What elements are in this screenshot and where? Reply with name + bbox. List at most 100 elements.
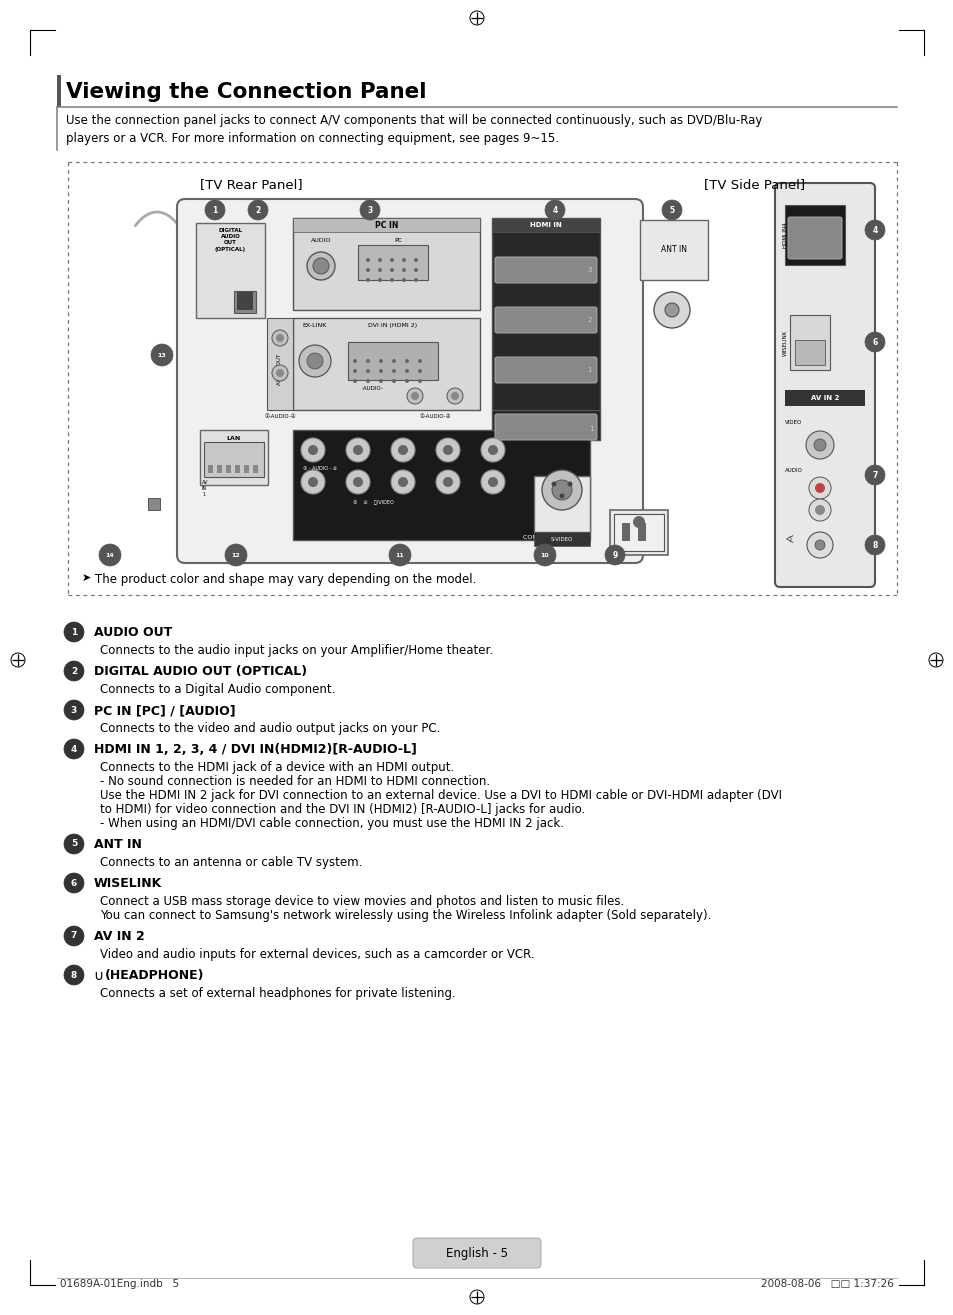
Circle shape (633, 515, 644, 529)
Text: PC: PC (394, 238, 401, 243)
Text: AV
IN
1: AV IN 1 (202, 480, 209, 497)
Text: 7: 7 (871, 471, 877, 480)
Circle shape (64, 661, 84, 681)
Circle shape (353, 379, 356, 383)
Bar (293, 218, 479, 231)
Circle shape (442, 477, 453, 487)
Bar (200, 430, 268, 485)
Circle shape (205, 200, 225, 220)
Text: Connects a set of external headphones for private listening.: Connects a set of external headphones fo… (100, 988, 456, 999)
Circle shape (64, 926, 84, 945)
Circle shape (401, 277, 406, 281)
Text: COMPONENT IN: COMPONENT IN (523, 535, 572, 540)
Circle shape (353, 370, 356, 373)
Circle shape (488, 477, 497, 487)
Circle shape (808, 498, 830, 521)
Text: 4: 4 (871, 225, 877, 234)
Text: ∪: ∪ (92, 969, 103, 984)
Text: [TV Rear Panel]: [TV Rear Panel] (200, 178, 302, 191)
Circle shape (864, 466, 884, 485)
Text: 3: 3 (367, 205, 373, 214)
Text: [TV Side Panel]: [TV Side Panel] (703, 178, 804, 191)
Text: 10: 10 (540, 552, 549, 558)
Text: DVI IN (HDMI 2): DVI IN (HDMI 2) (368, 323, 417, 327)
Text: 3: 3 (587, 267, 592, 274)
Text: Video and audio inputs for external devices, such as a camcorder or VCR.: Video and audio inputs for external devi… (100, 948, 534, 961)
Circle shape (64, 873, 84, 893)
Bar (216, 466, 222, 473)
Circle shape (405, 359, 409, 363)
Circle shape (248, 200, 268, 220)
Circle shape (654, 292, 689, 327)
Text: -AUDIO-: -AUDIO- (362, 387, 383, 391)
Circle shape (308, 444, 317, 455)
Text: S-VIDEO: S-VIDEO (550, 537, 573, 542)
Bar (208, 466, 213, 473)
Text: 4: 4 (71, 744, 77, 753)
Circle shape (405, 370, 409, 373)
Bar (534, 533, 589, 546)
Text: ∢: ∢ (784, 535, 794, 544)
Circle shape (864, 535, 884, 555)
Text: ①    ②    ⓥ/VIDEO: ① ② ⓥ/VIDEO (353, 500, 394, 505)
Circle shape (442, 444, 453, 455)
Circle shape (366, 359, 370, 363)
Text: 11: 11 (395, 552, 404, 558)
Text: DIGITAL
AUDIO
OUT
(OPTICAL): DIGITAL AUDIO OUT (OPTICAL) (214, 227, 246, 251)
Text: 1: 1 (587, 367, 592, 373)
Bar (226, 466, 231, 473)
FancyBboxPatch shape (774, 183, 874, 586)
Bar (638, 523, 645, 540)
Text: ➤: ➤ (82, 573, 91, 583)
Circle shape (390, 277, 394, 281)
Circle shape (411, 392, 418, 400)
Circle shape (544, 200, 564, 220)
Circle shape (390, 258, 394, 262)
Text: AUDIO OUT: AUDIO OUT (277, 354, 282, 384)
Circle shape (551, 481, 556, 487)
Bar (234, 466, 240, 473)
Bar (492, 218, 599, 231)
Circle shape (401, 268, 406, 272)
Circle shape (407, 388, 422, 404)
Circle shape (414, 268, 417, 272)
Circle shape (272, 366, 288, 381)
Text: Connects to an antenna or cable TV system.: Connects to an antenna or cable TV syste… (100, 856, 362, 869)
Bar (784, 205, 844, 266)
Bar (293, 318, 479, 410)
Text: Connect a USB mass storage device to view movies and photos and listen to music : Connect a USB mass storage device to vie… (100, 896, 623, 907)
Circle shape (436, 469, 459, 494)
Text: 2: 2 (71, 667, 77, 676)
Bar (236, 292, 253, 310)
Text: ①-AUDIO-②: ①-AUDIO-② (264, 414, 295, 419)
Text: English - 5: English - 5 (446, 1247, 507, 1260)
Text: PC IN: PC IN (375, 221, 397, 230)
Text: 5: 5 (669, 205, 674, 214)
Text: 1: 1 (589, 426, 594, 433)
Circle shape (392, 379, 395, 383)
Text: 6: 6 (71, 878, 77, 888)
Text: 4: 4 (552, 205, 558, 214)
Text: EX-LINK: EX-LINK (302, 323, 327, 327)
Circle shape (353, 444, 363, 455)
Text: - When using an HDMI/DVI cable connection, you must use the HDMI IN 2 jack.: - When using an HDMI/DVI cable connectio… (100, 817, 563, 830)
Text: 12: 12 (232, 552, 240, 558)
Circle shape (558, 493, 564, 498)
Circle shape (313, 258, 329, 274)
Text: ① - AUDIO - ②: ① - AUDIO - ② (303, 466, 336, 471)
FancyBboxPatch shape (495, 256, 597, 283)
Circle shape (391, 469, 415, 494)
Text: Viewing the Connection Panel: Viewing the Connection Panel (66, 82, 426, 103)
Circle shape (414, 258, 417, 262)
Circle shape (390, 268, 394, 272)
Text: 1: 1 (71, 627, 77, 636)
Circle shape (301, 438, 325, 462)
Circle shape (366, 379, 370, 383)
Circle shape (366, 277, 370, 281)
Circle shape (567, 481, 572, 487)
Text: HDMI IN: HDMI IN (530, 222, 561, 227)
Bar (233, 291, 255, 313)
Circle shape (405, 379, 409, 383)
Text: WISELINK: WISELINK (782, 329, 787, 355)
Bar (621, 523, 629, 540)
